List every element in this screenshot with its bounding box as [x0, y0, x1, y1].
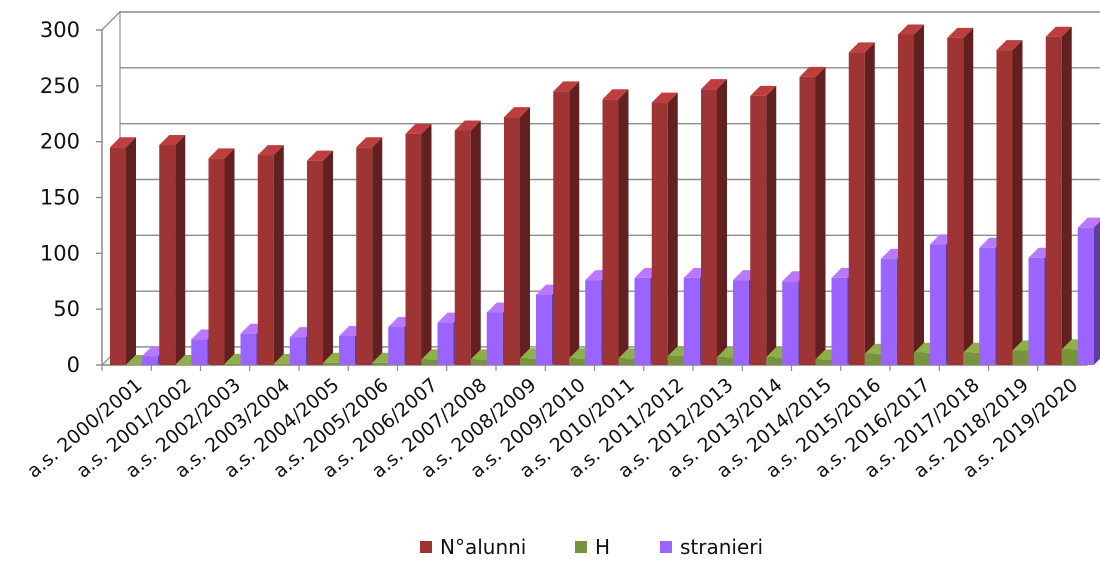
y-tick-label: 0 — [67, 353, 80, 377]
bar-nalunni — [110, 137, 136, 365]
bar-nalunni — [1045, 26, 1072, 365]
y-tick-label: 50 — [53, 297, 80, 321]
gridline — [101, 11, 1100, 31]
bar-nalunni — [454, 120, 481, 365]
bar-nalunni — [356, 137, 383, 365]
legend-swatch — [420, 541, 432, 553]
bar-nalunni — [947, 27, 974, 366]
bar-nalunni — [750, 85, 777, 365]
bar-nalunni — [701, 79, 727, 365]
legend-label: H — [595, 535, 610, 559]
bar-nalunni — [208, 148, 235, 365]
bar-nalunni — [848, 42, 875, 365]
bar-nalunni — [602, 89, 629, 365]
legend-label: stranieri — [680, 535, 763, 559]
bar-nalunni — [799, 66, 826, 366]
y-tick-labels: 0 50 100 150 200 250 300 — [40, 18, 80, 377]
legend-item: N°alunni — [420, 535, 526, 559]
y-tick-label: 300 — [40, 18, 80, 42]
bar-nalunni — [553, 81, 580, 366]
legend-swatch — [660, 541, 672, 553]
legend-item: H — [575, 535, 610, 559]
bar-nalunni — [159, 135, 186, 365]
y-tick-label: 100 — [40, 241, 80, 265]
y-tick-label: 250 — [40, 74, 80, 98]
legend-swatch — [575, 541, 587, 553]
bar-nalunni — [651, 92, 678, 365]
y-tick-label: 150 — [40, 186, 80, 210]
legend-label: N°alunni — [440, 535, 526, 559]
bar-nalunni — [307, 150, 333, 365]
bars — [110, 24, 1100, 366]
bar-nalunni — [898, 24, 924, 365]
y-tick-label: 200 — [40, 130, 80, 154]
bar-nalunni — [504, 107, 530, 365]
bar-stranieri — [1077, 217, 1100, 365]
bar-nalunni — [996, 40, 1023, 365]
bar-nalunni — [257, 145, 284, 365]
legend-item: stranieri — [660, 535, 763, 559]
bar-nalunni — [405, 123, 432, 365]
